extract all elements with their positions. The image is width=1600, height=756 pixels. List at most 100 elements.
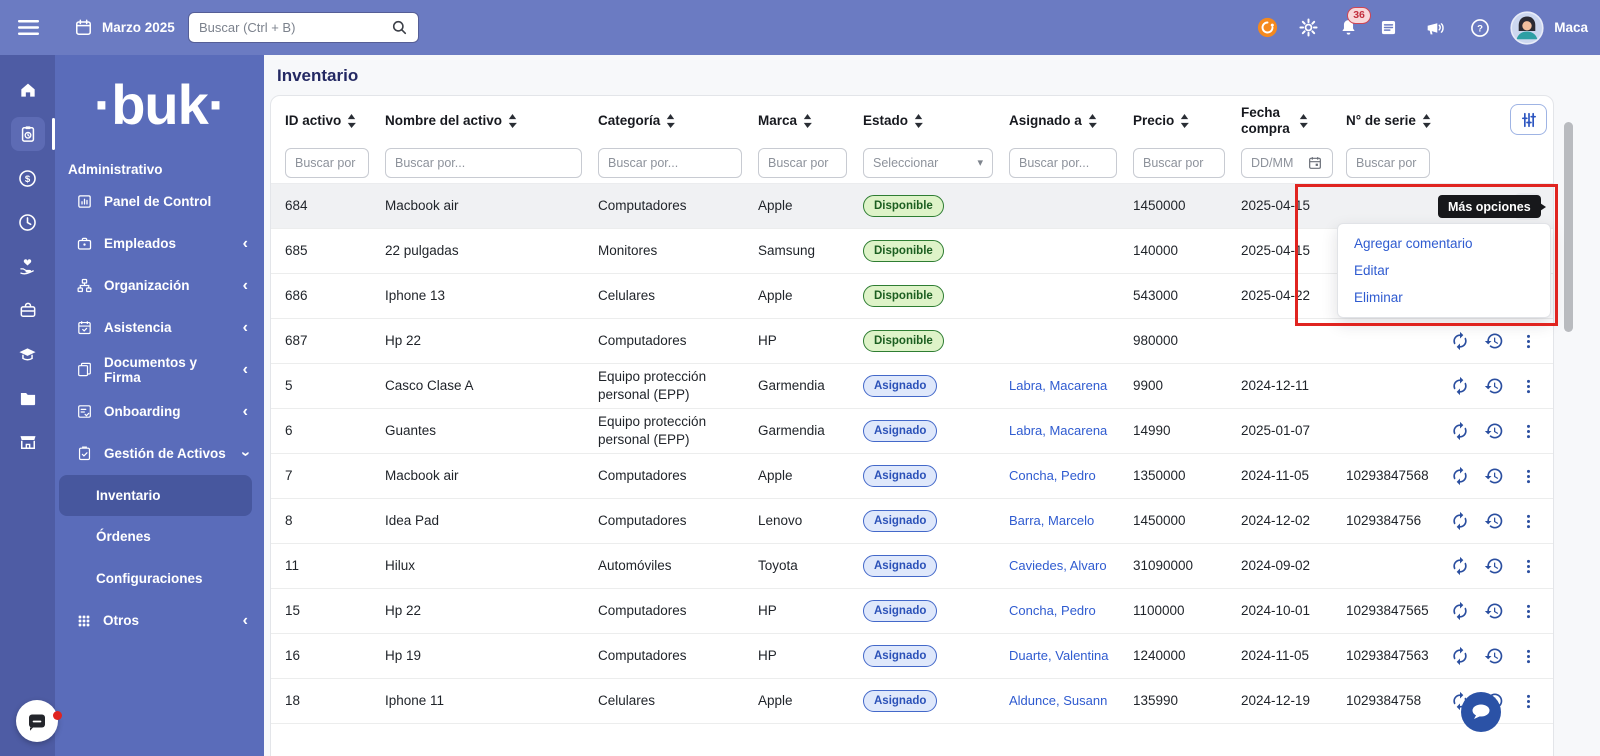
rail-assets-icon[interactable] bbox=[10, 117, 55, 151]
user-avatar[interactable] bbox=[1510, 10, 1544, 45]
more-options-icon[interactable] bbox=[1517, 690, 1539, 712]
column-header-0[interactable]: ID activo bbox=[285, 113, 385, 129]
rail-documents-icon[interactable] bbox=[11, 381, 45, 415]
table-row: 686 Iphone 13 Celulares Apple Disponible… bbox=[271, 274, 1553, 319]
assign-sync-icon[interactable] bbox=[1449, 465, 1471, 487]
history-icon[interactable] bbox=[1483, 330, 1505, 352]
column-header-3[interactable]: Marca bbox=[758, 113, 863, 129]
history-icon[interactable] bbox=[1483, 645, 1505, 667]
vertical-scrollbar[interactable] bbox=[1564, 122, 1573, 332]
more-options-icon[interactable] bbox=[1517, 510, 1539, 532]
sidebar-item-organizacion[interactable]: Organización ‹ bbox=[55, 265, 264, 307]
assign-sync-icon[interactable] bbox=[1449, 375, 1471, 397]
sidebar-item-otros[interactable]: Otros ‹ bbox=[55, 600, 264, 642]
support-chat-button[interactable] bbox=[16, 700, 58, 742]
column-header-8[interactable]: N° de serie bbox=[1346, 113, 1446, 129]
column-header-6[interactable]: Precio bbox=[1133, 113, 1241, 129]
rail-wellness-icon[interactable] bbox=[11, 249, 45, 283]
more-options-icon[interactable] bbox=[1517, 555, 1539, 577]
help-icon[interactable]: ? bbox=[1469, 17, 1491, 39]
search-icon[interactable] bbox=[390, 18, 409, 37]
search-input[interactable] bbox=[189, 20, 390, 35]
table-row: 11 Hilux Automóviles Toyota Asignado Cav… bbox=[271, 544, 1553, 589]
history-icon[interactable] bbox=[1483, 510, 1505, 532]
column-header-1[interactable]: Nombre del activo bbox=[385, 113, 598, 129]
estado-filter-select[interactable]: Seleccionar ▾ bbox=[863, 147, 993, 178]
cell-marca: HP bbox=[758, 603, 777, 619]
sort-icon bbox=[803, 113, 812, 128]
settings-gear-icon[interactable] bbox=[1298, 17, 1319, 38]
chat-fab-button[interactable] bbox=[1461, 692, 1501, 732]
table-row: 687 Hp 22 Computadores HP Disponible 980… bbox=[271, 319, 1553, 364]
rail-training-icon[interactable] bbox=[11, 337, 45, 371]
filter-input-0[interactable] bbox=[285, 147, 369, 178]
assign-sync-icon[interactable] bbox=[1449, 510, 1471, 532]
context-menu-item[interactable]: Editar bbox=[1354, 263, 1390, 278]
assign-sync-icon[interactable] bbox=[1449, 420, 1471, 442]
news-icon[interactable] bbox=[1378, 17, 1399, 38]
more-options-icon[interactable] bbox=[1517, 465, 1539, 487]
more-options-icon[interactable] bbox=[1517, 330, 1539, 352]
hamburger-menu-icon[interactable] bbox=[16, 15, 41, 40]
assistant-icon[interactable] bbox=[1256, 16, 1279, 39]
sidebar-item-gestion-de-activos[interactable]: Gestión de Activos ‹ bbox=[55, 433, 264, 475]
sort-icon bbox=[1088, 113, 1097, 128]
org-chart-icon bbox=[76, 277, 93, 294]
assigned-person-link[interactable]: Labra, Macarena bbox=[1009, 423, 1108, 439]
sidebar-item-empleados[interactable]: Empleados ‹ bbox=[55, 223, 264, 265]
sidebar-item-asistencia[interactable]: Asistencia ‹ bbox=[55, 307, 264, 349]
sidebar-subitem-inventario[interactable]: Inventario bbox=[59, 474, 252, 516]
rail-home-icon[interactable] bbox=[11, 73, 45, 107]
period-selector[interactable]: Marzo 2025 bbox=[74, 0, 175, 55]
fecha-filter-input[interactable]: DD/MM bbox=[1241, 147, 1333, 178]
assign-sync-icon[interactable] bbox=[1449, 330, 1471, 352]
filter-input-6[interactable] bbox=[1133, 147, 1225, 178]
assigned-person-link[interactable]: Caviedes, Alvaro bbox=[1009, 558, 1107, 574]
sidebar-subitem-configuraciones[interactable]: Configuraciones bbox=[96, 571, 203, 587]
column-header-4[interactable]: Estado bbox=[863, 113, 1009, 129]
assign-sync-icon[interactable] bbox=[1449, 555, 1471, 577]
history-icon[interactable] bbox=[1483, 600, 1505, 622]
more-options-icon[interactable] bbox=[1517, 375, 1539, 397]
assigned-person-link[interactable]: Aldunce, Susann bbox=[1009, 693, 1108, 709]
sidebar-item-panel-de-control[interactable]: Panel de Control bbox=[55, 181, 264, 223]
more-options-icon[interactable] bbox=[1517, 645, 1539, 667]
assigned-person-link[interactable]: Duarte, Valentina bbox=[1009, 648, 1109, 664]
assigned-person-link[interactable]: Concha, Pedro bbox=[1009, 603, 1096, 619]
column-header-2[interactable]: Categoría bbox=[598, 113, 758, 129]
history-icon[interactable] bbox=[1483, 465, 1505, 487]
filter-input-1[interactable] bbox=[385, 147, 582, 178]
filter-input-3[interactable] bbox=[758, 147, 847, 178]
filter-input-5[interactable] bbox=[1009, 147, 1117, 178]
assigned-person-link[interactable]: Labra, Macarena bbox=[1009, 378, 1108, 394]
sidebar-subitem-ordenes[interactable]: Órdenes bbox=[96, 529, 151, 545]
sidebar-item-onboarding[interactable]: Onboarding ‹ bbox=[55, 391, 264, 433]
column-header-7[interactable]: Fecha compra bbox=[1241, 105, 1346, 136]
assigned-person-link[interactable]: Barra, Marcelo bbox=[1009, 513, 1095, 529]
rail-marketplace-icon[interactable] bbox=[11, 425, 45, 459]
filter-input-8[interactable] bbox=[1346, 147, 1430, 178]
rail-time-icon[interactable] bbox=[11, 205, 45, 239]
sort-icon bbox=[1299, 114, 1308, 128]
assign-sync-icon[interactable] bbox=[1449, 645, 1471, 667]
history-icon[interactable] bbox=[1483, 375, 1505, 397]
column-header-5[interactable]: Asignado a bbox=[1009, 113, 1133, 129]
history-icon[interactable] bbox=[1483, 420, 1505, 442]
cell-nombre: Idea Pad bbox=[385, 513, 440, 529]
more-options-icon[interactable] bbox=[1517, 600, 1539, 622]
rail-benefits-icon[interactable] bbox=[11, 293, 45, 327]
sidebar-item-documentos-y-firma[interactable]: Documentos y Firma ‹ bbox=[55, 349, 264, 391]
megaphone-icon[interactable] bbox=[1424, 17, 1446, 39]
documents-copy-icon bbox=[76, 361, 93, 378]
history-icon[interactable] bbox=[1483, 555, 1505, 577]
context-menu-item[interactable]: Agregar comentario bbox=[1354, 236, 1473, 251]
cell-fecha: 2025-04-15 bbox=[1241, 243, 1311, 259]
assigned-person-link[interactable]: Concha, Pedro bbox=[1009, 468, 1096, 484]
more-options-icon[interactable] bbox=[1517, 420, 1539, 442]
column-settings-button[interactable] bbox=[1510, 104, 1547, 135]
filter-input-2[interactable] bbox=[598, 147, 742, 178]
rail-payroll-icon[interactable]: $ bbox=[11, 161, 45, 195]
assign-sync-icon[interactable] bbox=[1449, 600, 1471, 622]
notifications-bell-icon[interactable]: 36 bbox=[1338, 7, 1371, 38]
context-menu-item[interactable]: Eliminar bbox=[1354, 290, 1403, 305]
